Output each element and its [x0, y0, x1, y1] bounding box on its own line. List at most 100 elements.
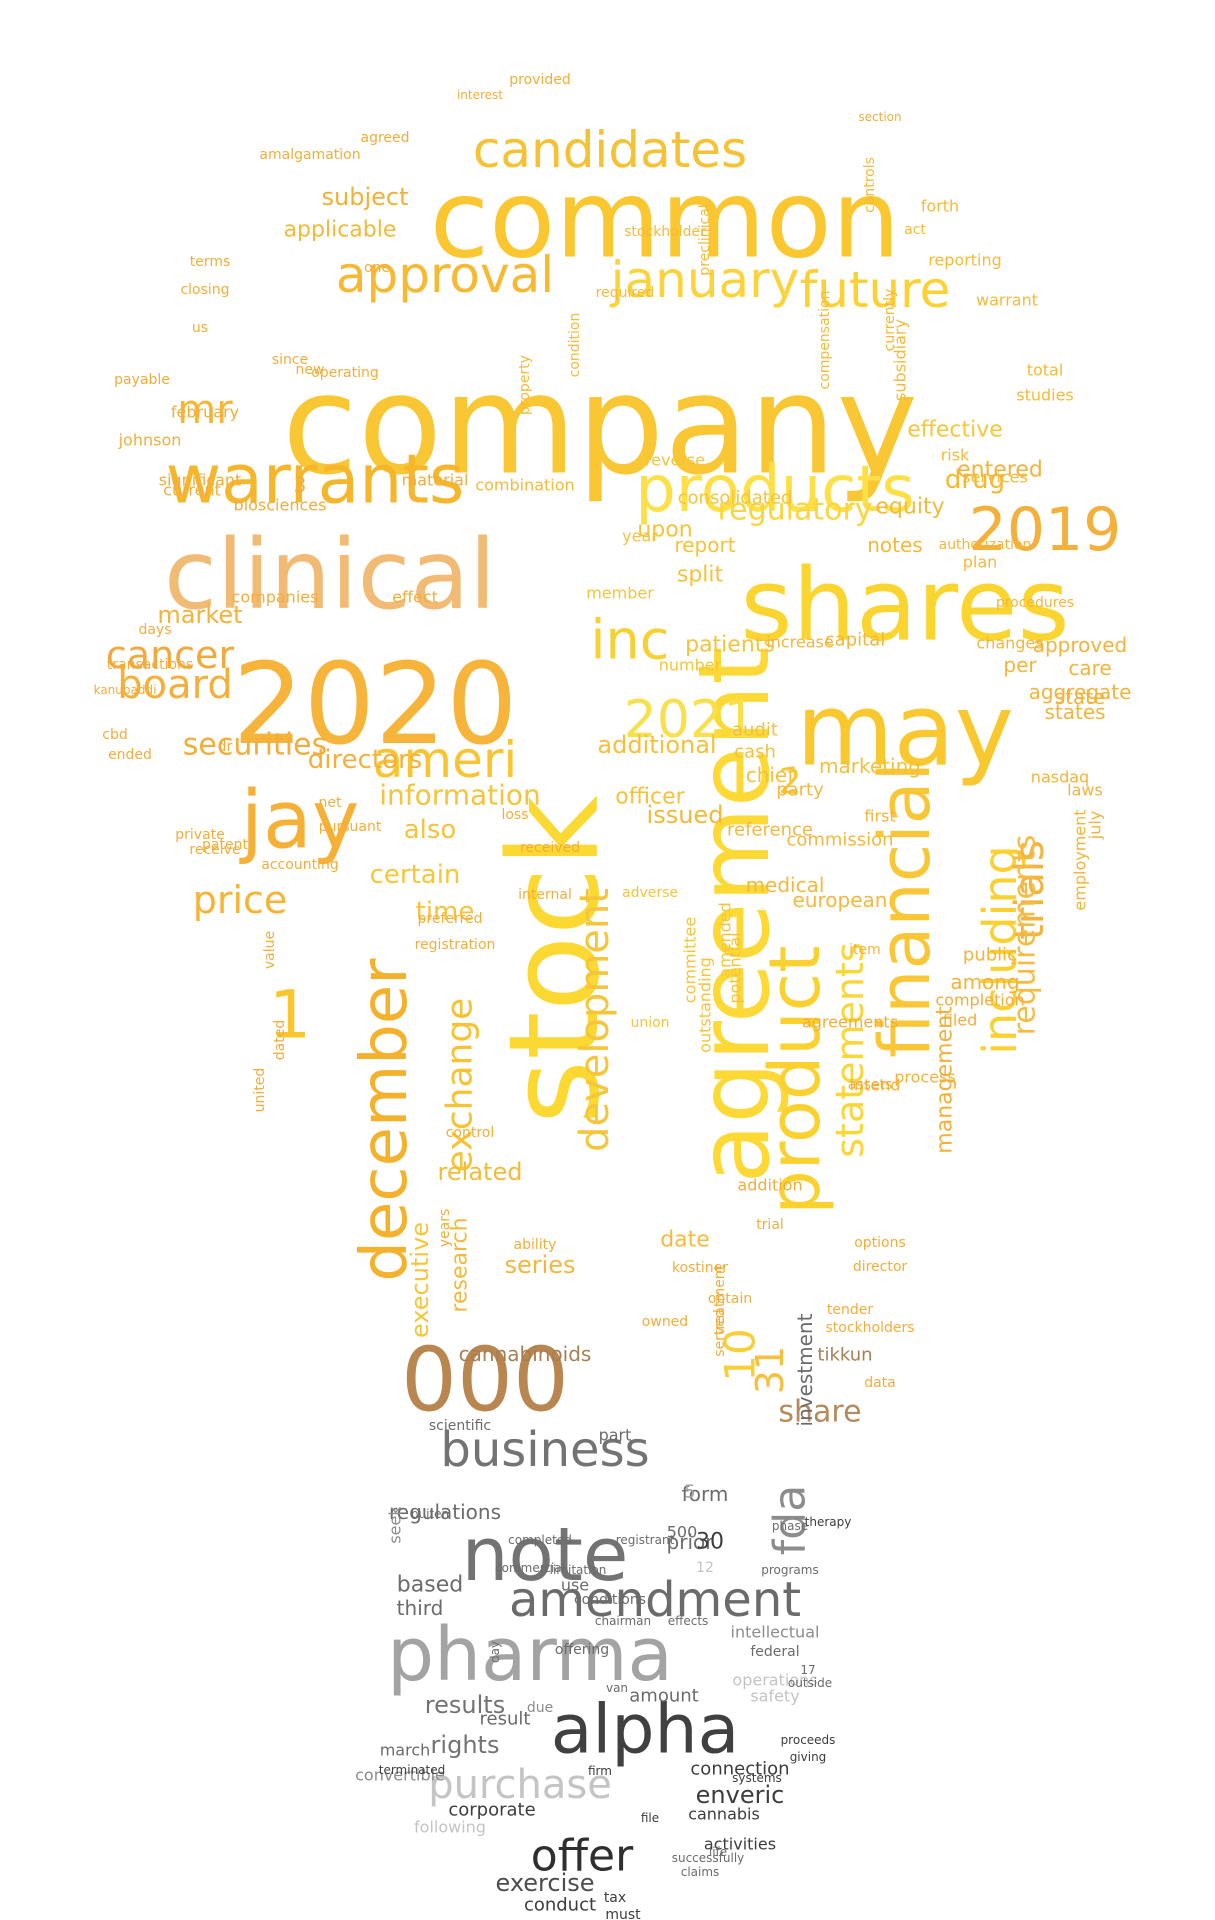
word-trial-180: trial	[756, 1217, 784, 1233]
word-directors-39: directors	[308, 745, 422, 775]
word-cbd-153: cbd	[102, 727, 127, 743]
word-subject-40: subject	[322, 183, 409, 211]
word-member-93: member	[586, 584, 654, 603]
word-limitation-48: limitation	[550, 1563, 607, 1577]
word-offer-5: offer	[531, 1831, 634, 1882]
word-agreement-7: agreement	[678, 646, 792, 1183]
word-approved-74: approved	[1033, 633, 1128, 657]
word-systems-61: systems	[732, 1771, 782, 1785]
word-claims-57: claims	[681, 1865, 720, 1879]
word-offering-44: offering	[555, 1642, 609, 1658]
word-board-27: board	[117, 662, 233, 708]
word-17-67: 17	[800, 1663, 815, 1677]
word-dr-155: dr	[218, 739, 233, 755]
word-number-94: number	[659, 656, 722, 675]
word-amended-96: amended	[716, 902, 735, 978]
word-purchase-6: purchase	[428, 1762, 612, 1808]
word-medical-80: medical	[746, 873, 825, 897]
word-studies-111: studies	[1016, 386, 1074, 405]
word-buiten-53: buiten	[411, 1507, 449, 1521]
word-compensation-121: compensation	[817, 291, 833, 390]
word-loss-169: loss	[501, 807, 528, 823]
word-split-65: split	[677, 563, 724, 588]
word-reverse-91: reverse	[645, 451, 705, 470]
word-provided-147: provided	[509, 72, 570, 88]
word-2019-18: 2019	[969, 495, 1122, 565]
word-marketing-76: marketing	[819, 754, 921, 778]
word-conduct-20: conduct	[524, 1895, 596, 1916]
word-regulatory-31: regulatory	[717, 493, 872, 528]
word-part-32: part	[599, 1426, 632, 1445]
word-upon-64: upon	[637, 518, 692, 543]
word-owned-183: owned	[642, 1314, 688, 1330]
word-due-43: due	[527, 1700, 553, 1716]
word-terms-143: terms	[190, 254, 231, 270]
word-1-22: 1	[269, 977, 311, 1054]
word-proceeds-59: proceeds	[781, 1733, 836, 1747]
word-000-57: 000	[401, 1329, 569, 1432]
word-receive-158: receive	[189, 842, 240, 858]
word-reference-83: reference	[727, 820, 813, 841]
word-2021-20: 2021	[624, 690, 756, 750]
word-amendment-4: amendment	[509, 1572, 801, 1628]
word-chairman-46: chairman	[595, 1614, 651, 1628]
word-currently-120: currently	[882, 289, 898, 352]
word-effects-45: effects	[668, 1614, 709, 1628]
word-day-55: day	[488, 1641, 502, 1663]
word-third-14: third	[397, 1596, 444, 1620]
word-received-168: received	[520, 840, 580, 856]
word-pharma-1: pharma	[387, 1612, 673, 1698]
word-executive-48: executive	[406, 1222, 434, 1338]
word-outstanding-97: outstanding	[696, 957, 715, 1053]
word-value-159: value	[262, 931, 278, 969]
word-johnson-134: johnson	[118, 431, 182, 450]
word-report-66: report	[674, 533, 735, 557]
word-cash-78: cash	[734, 742, 776, 763]
word-treatment-182: treatment	[712, 1264, 728, 1335]
word-united-160: united	[252, 1068, 268, 1113]
word-transactions-151: transactions	[107, 657, 193, 673]
word-research-49: research	[448, 1217, 473, 1312]
word-van-54: van	[606, 1681, 628, 1695]
word-increase-87: increase	[766, 633, 833, 652]
word-development-24: development	[572, 888, 618, 1152]
word-public-102: public	[963, 945, 1017, 966]
word-per-70: per	[1003, 653, 1037, 677]
word-therapy-65: therapy	[805, 1515, 852, 1529]
word-entered-35: entered	[957, 458, 1043, 483]
word-pursuant-163: pursuant	[319, 819, 382, 835]
word-private-156: private	[175, 827, 225, 843]
word-date-61: date	[660, 1228, 710, 1253]
word-effective-42: effective	[907, 418, 1003, 443]
word-regulations-12: regulations	[389, 1500, 501, 1524]
word-31-46: 31	[748, 1346, 792, 1394]
word-connection-17: connection	[690, 1759, 789, 1780]
word-first-106: first	[864, 807, 895, 826]
word-notes-68: notes	[867, 533, 922, 557]
word-cannabis-18: cannabis	[688, 1805, 760, 1824]
word-agreements-185: agreements	[802, 1013, 898, 1032]
word-file-62: file	[641, 1811, 659, 1825]
word-5-41: 5	[684, 1482, 695, 1503]
word-equity-67: equity	[875, 495, 944, 520]
word-committee-98: committee	[681, 917, 700, 1003]
word-tax-22: tax	[604, 1890, 626, 1906]
word-march-34: march	[380, 1741, 431, 1760]
word-data-177: data	[864, 1375, 896, 1391]
word-section-149: section	[858, 110, 901, 124]
word-candidates-13: candidates	[473, 121, 747, 179]
word-form-15: form	[682, 1482, 729, 1506]
word-property-126: property	[517, 355, 533, 415]
word-drug-34: drug	[945, 465, 1005, 495]
word-january-12: january	[610, 251, 800, 309]
word-years-171: years	[437, 1209, 453, 1248]
word-officer-51: officer	[615, 785, 685, 810]
word-2020-5: 2020	[232, 640, 517, 770]
word-trials-26: trials	[1007, 840, 1053, 940]
word-consolidated-90: consolidated	[678, 488, 793, 509]
word-prior-16: prior	[667, 1530, 715, 1554]
word-us-141: us	[192, 320, 208, 336]
word-interest-148: interest	[457, 88, 503, 102]
word-union-100: union	[630, 1015, 669, 1031]
word-management-47: management	[933, 1006, 958, 1154]
